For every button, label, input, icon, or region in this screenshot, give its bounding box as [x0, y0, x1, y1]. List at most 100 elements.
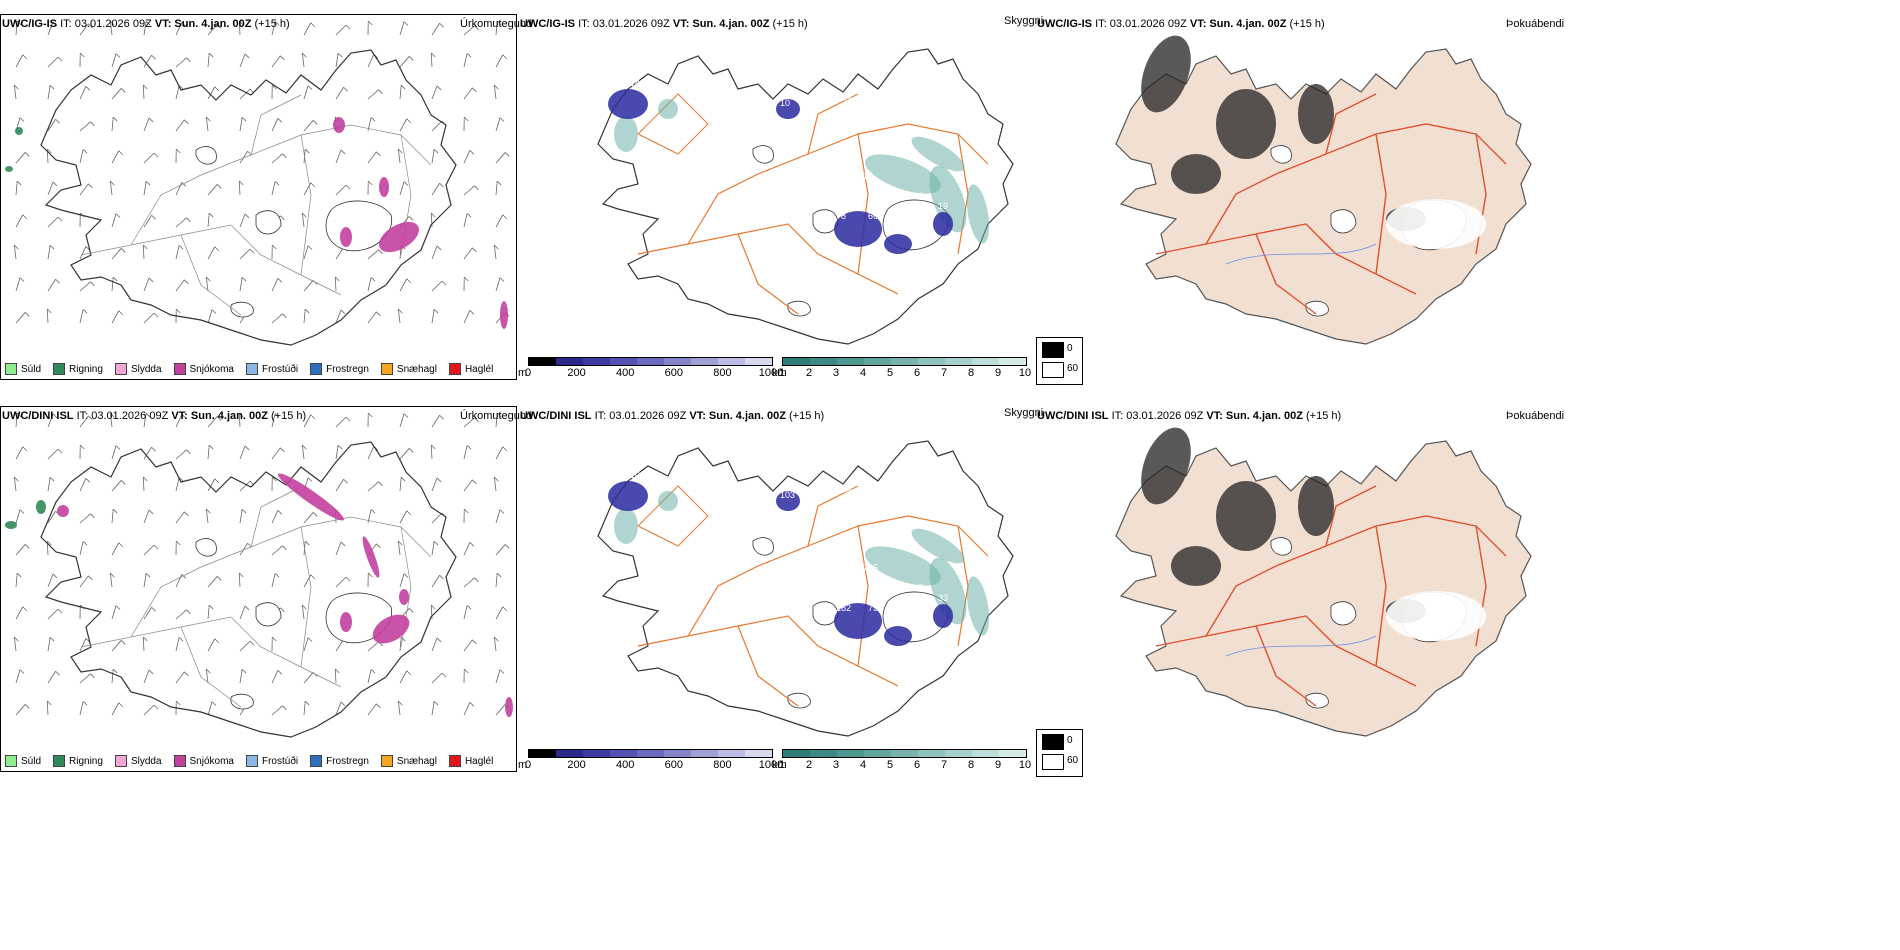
colorbar-cell	[637, 750, 664, 757]
wind-barb	[79, 673, 91, 684]
wind-barb-flag	[496, 572, 502, 578]
colorbar-cell	[837, 750, 864, 757]
wind-barb-flag	[403, 413, 409, 418]
precip-area	[340, 612, 352, 632]
fog-map-row2	[1115, 427, 1532, 737]
colorbar-cell	[918, 358, 945, 365]
ceiling-value-label: 31	[918, 603, 928, 613]
wind-barb-flag	[175, 700, 181, 706]
wind-barb-flag	[466, 445, 472, 450]
colorbar-cell	[718, 358, 745, 365]
wind-barb-flag	[153, 312, 159, 318]
wind-barb	[397, 701, 401, 716]
wind-barb-flag	[216, 184, 222, 189]
wind-barb	[207, 638, 216, 652]
colorbar-cells	[528, 357, 773, 366]
wind-barb	[271, 313, 283, 324]
wind-barb-flag	[55, 278, 60, 284]
wind-barb	[47, 279, 56, 292]
wind-barb-flag	[406, 670, 412, 676]
colorbar-tick-label: 0	[524, 759, 532, 771]
wind-barb-flag	[472, 87, 477, 93]
ceiling-value-label: 10	[630, 470, 640, 480]
wind-barb	[367, 151, 377, 164]
wind-barb-flag	[151, 214, 156, 220]
wind-barb-flag	[378, 481, 383, 487]
wind-barb	[142, 636, 145, 652]
wind-barb-flag	[307, 245, 313, 250]
panel-header-row1-c: UWC/IG-IS IT: 03.01.2026 09Z VT: Sun. 4.…	[1037, 18, 1325, 30]
wind-barb-flag	[216, 24, 222, 29]
colorbar-cell	[610, 750, 637, 757]
wind-barb	[175, 477, 180, 492]
wind-barb	[431, 309, 435, 324]
colorbar-cell	[891, 358, 918, 365]
wind-barb	[463, 702, 471, 716]
glacier-outline	[1330, 209, 1357, 234]
colorbar-cell	[637, 358, 664, 365]
wind-barb-flag	[184, 279, 189, 285]
colorbar-cell	[810, 750, 837, 757]
wind-barb-flag	[16, 180, 22, 186]
wind-barb	[13, 85, 17, 100]
panel-header-row2-a: UWC/DINI ISL IT: 03.01.2026 09Z VT: Sun.…	[2, 410, 307, 422]
wind-barb-flag	[148, 117, 154, 123]
wind-barb	[271, 153, 283, 164]
wind-barb	[15, 606, 24, 620]
fog-index-area	[1298, 476, 1334, 536]
wind-barb-flag	[376, 311, 381, 317]
wind-barb-flag	[439, 182, 444, 188]
legend-swatch	[310, 755, 323, 767]
colorbar-tick-label: 1000	[758, 367, 784, 379]
colorbar-tick-label: 4	[859, 759, 867, 771]
wind-barb-flag	[46, 700, 52, 706]
wind-barb-flag	[148, 277, 154, 283]
legend-swatch	[53, 755, 66, 767]
wind-barb	[430, 52, 433, 68]
wind-barb	[463, 577, 475, 588]
precip-legend-row2: Súld Rigning Slydda Snjókoma Frostúði Frostre…	[5, 755, 493, 767]
wind-barb-flag	[334, 276, 340, 282]
wind-barb-flag	[208, 444, 214, 450]
wind-barb-flag	[151, 606, 156, 612]
wind-barb-flag	[436, 85, 442, 91]
wind-barb-flag	[208, 52, 214, 58]
wind-barb	[493, 85, 497, 100]
wind-barb	[79, 246, 87, 260]
wind-barb-flag	[19, 277, 25, 282]
wind-barb-flag	[49, 84, 55, 90]
wind-barb-flag	[304, 148, 310, 154]
wind-barb	[175, 609, 187, 620]
wind-barb-flag	[367, 180, 373, 186]
wind-barb-flag	[22, 446, 28, 452]
wind-barb	[271, 447, 281, 460]
wind-barb-flag	[238, 20, 244, 26]
wind-barb	[205, 117, 209, 132]
legend-label: Frostúði	[261, 755, 299, 767]
legend-item-frostregn: Frostregn	[310, 363, 369, 375]
wind-barb-flag	[307, 85, 313, 90]
ceiling-value-label: 103	[780, 490, 795, 500]
wind-barb-flag	[79, 52, 85, 58]
wind-barb	[463, 479, 473, 492]
wind-barb	[239, 669, 243, 684]
wind-barb-flag	[57, 216, 63, 222]
legend-item-haglél: Haglél	[448, 755, 493, 767]
wind-barb	[79, 478, 87, 492]
colorbar-tick-label: 10	[1018, 759, 1032, 771]
wind-barb-flag	[206, 668, 211, 674]
panel-header-row2-b: UWC/DINI ISL IT: 03.01.2026 09Z VT: Sun.…	[520, 410, 825, 422]
wind-barb	[335, 479, 344, 492]
wind-barb-flag	[145, 572, 151, 578]
river-line	[1225, 243, 1377, 265]
wind-barb	[109, 573, 113, 588]
wind-barb	[205, 669, 209, 684]
wind-barb	[495, 214, 504, 228]
ceiling-value-label: 23	[858, 106, 868, 116]
legend-label: Snæhagl	[396, 755, 437, 767]
wind-barb-flag	[22, 214, 28, 220]
wind-barb-flag	[178, 245, 184, 250]
road-line	[1375, 133, 1387, 275]
wind-barb-flag	[463, 116, 469, 122]
wind-barb-flag	[181, 574, 187, 579]
